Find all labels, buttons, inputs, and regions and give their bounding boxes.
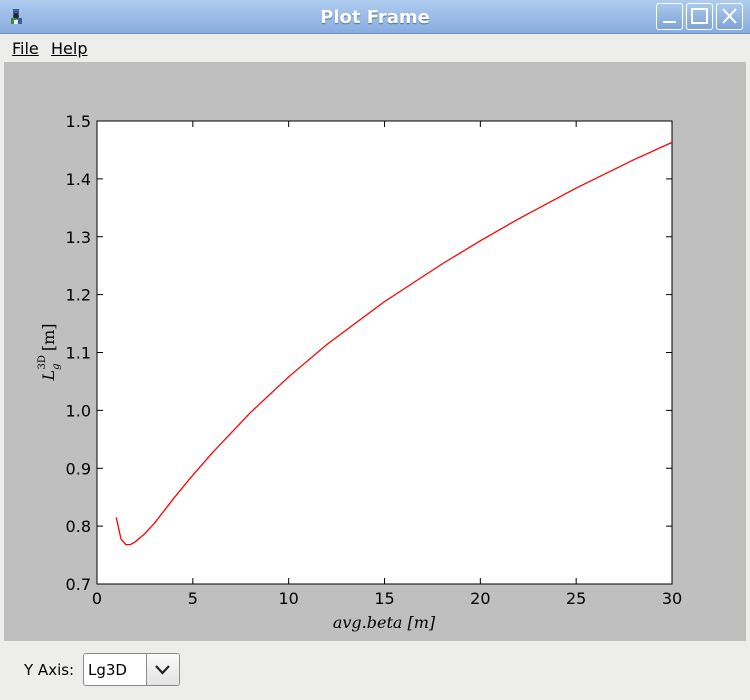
plot-axes-background xyxy=(97,121,672,584)
y-axis-label-main: L xyxy=(39,370,58,382)
x-tick-label: 20 xyxy=(470,589,490,608)
plot-panel: 0 5 10 15 20 25 30 0.7 0.8 0.9 1.0 1.1 1.2 1.3 1.4 1.5… xyxy=(4,62,746,641)
x-tick-label: 5 xyxy=(188,589,198,608)
y-tick-label: 1.4 xyxy=(66,170,91,189)
menu-help[interactable]: Help xyxy=(51,39,87,58)
chart: 0 5 10 15 20 25 30 0.7 0.8 0.9 1.0 1.1 1.2 1.3 1.4 1.5… xyxy=(4,62,746,641)
x-tick-label: 0 xyxy=(92,589,102,608)
maximize-button[interactable] xyxy=(686,3,713,30)
y-tick-label: 1.0 xyxy=(66,401,91,420)
close-icon xyxy=(717,4,742,29)
menu-bar: File Help xyxy=(0,34,750,62)
y-axis-label: Lg3D [m] xyxy=(37,323,62,381)
minimize-icon xyxy=(657,4,682,29)
y-tick-label: 1.3 xyxy=(66,228,91,247)
y-axis-combobox-value: Lg3D xyxy=(88,661,127,679)
menu-help-label: Help xyxy=(51,39,87,58)
y-tick-label: 1.2 xyxy=(66,286,91,305)
y-tick-label: 1.1 xyxy=(66,344,91,363)
title-bar: Plot Frame xyxy=(0,0,750,34)
menu-file-label: File xyxy=(12,39,39,58)
minimize-button[interactable] xyxy=(656,3,683,30)
y-axis-selector-label: Y Axis: xyxy=(24,661,74,679)
y-tick-label: 0.8 xyxy=(66,517,91,536)
menu-file[interactable]: File xyxy=(12,39,39,58)
x-axis-label: avg.beta [m] xyxy=(333,613,436,632)
x-tick-label: 15 xyxy=(374,589,394,608)
y-tick-label: 0.9 xyxy=(66,459,91,478)
svg-text:Lg3D[m]: Lg3D [m] xyxy=(37,323,62,381)
x-tick-label: 10 xyxy=(278,589,298,608)
close-button[interactable] xyxy=(716,3,743,30)
y-axis-label-sup: 3D xyxy=(37,355,48,369)
y-axis-label-unit: [m] xyxy=(39,323,58,351)
maximize-icon xyxy=(687,4,712,29)
window-title: Plot Frame xyxy=(0,7,750,28)
x-tick-label: 30 xyxy=(662,589,682,608)
bottom-panel: Y Axis: Lg3D xyxy=(0,641,750,700)
y-tick-label: 1.5 xyxy=(66,112,91,131)
y-tick-label: 0.7 xyxy=(66,575,91,594)
x-tick-label: 25 xyxy=(566,589,586,608)
y-axis-label-sub: g xyxy=(51,364,62,370)
y-axis-combobox-button[interactable] xyxy=(146,654,179,685)
y-axis-combobox[interactable]: Lg3D xyxy=(83,653,180,686)
chevron-down-icon xyxy=(147,654,178,685)
